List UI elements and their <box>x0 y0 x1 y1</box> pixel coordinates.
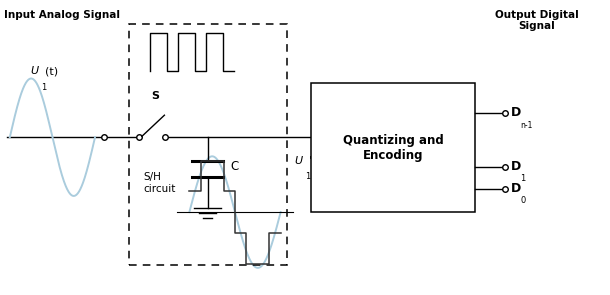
Text: S/H
circuit: S/H circuit <box>144 172 176 194</box>
Text: 0: 0 <box>520 196 526 205</box>
Text: 1: 1 <box>305 172 310 181</box>
Text: n-1: n-1 <box>520 121 533 130</box>
Text: (t): (t) <box>45 66 57 76</box>
Bar <box>129 24 287 265</box>
Bar <box>311 83 475 212</box>
Text: C: C <box>231 160 239 173</box>
Text: 1: 1 <box>41 83 46 92</box>
Text: Output Digital
Signal: Output Digital Signal <box>495 9 579 31</box>
Text: D: D <box>511 106 521 119</box>
Text: U: U <box>30 66 38 76</box>
Text: D: D <box>511 160 521 173</box>
Text: Input Analog Signal: Input Analog Signal <box>4 9 120 19</box>
Text: S: S <box>151 91 159 101</box>
Text: U: U <box>294 156 302 166</box>
Text: 1: 1 <box>520 174 526 183</box>
Text: D: D <box>511 182 521 195</box>
Text: '(t): '(t) <box>309 156 325 166</box>
Text: Quantizing and
Encoding: Quantizing and Encoding <box>343 134 443 161</box>
